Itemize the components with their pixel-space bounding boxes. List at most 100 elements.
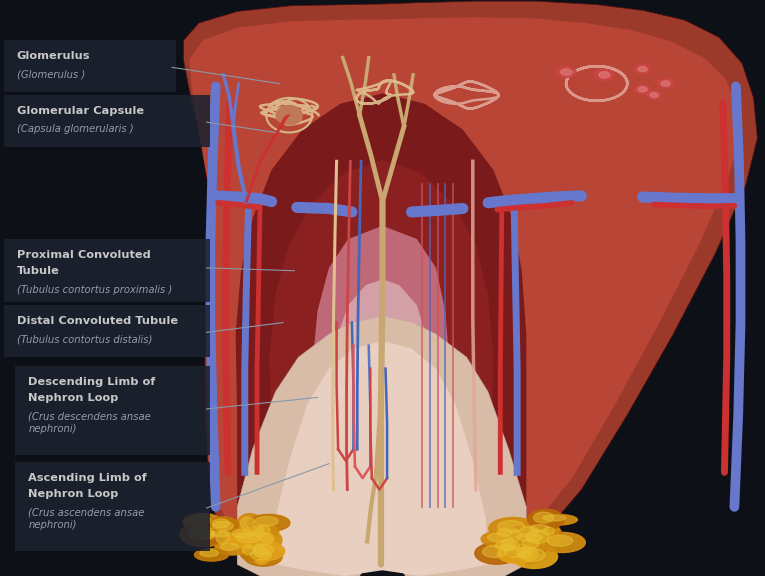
Ellipse shape bbox=[220, 543, 239, 550]
Ellipse shape bbox=[232, 529, 253, 538]
Ellipse shape bbox=[541, 525, 562, 540]
Ellipse shape bbox=[521, 539, 539, 548]
Ellipse shape bbox=[255, 517, 278, 526]
FancyBboxPatch shape bbox=[4, 40, 176, 92]
Ellipse shape bbox=[519, 526, 539, 538]
Ellipse shape bbox=[497, 529, 511, 536]
Ellipse shape bbox=[497, 521, 525, 533]
Ellipse shape bbox=[204, 530, 242, 541]
Ellipse shape bbox=[210, 531, 231, 537]
Text: (Capsula glomerularis ): (Capsula glomerularis ) bbox=[17, 124, 133, 134]
Ellipse shape bbox=[207, 517, 239, 533]
Ellipse shape bbox=[657, 79, 674, 88]
Text: (Crus ascendens ansae: (Crus ascendens ansae bbox=[28, 507, 145, 517]
Ellipse shape bbox=[213, 519, 230, 528]
Ellipse shape bbox=[483, 545, 506, 558]
Ellipse shape bbox=[536, 514, 578, 525]
Ellipse shape bbox=[256, 526, 270, 535]
Ellipse shape bbox=[248, 514, 290, 532]
Ellipse shape bbox=[500, 544, 515, 550]
Ellipse shape bbox=[253, 544, 265, 557]
Ellipse shape bbox=[543, 515, 566, 521]
Ellipse shape bbox=[215, 542, 249, 555]
Text: Distal Convoluted Tubule: Distal Convoluted Tubule bbox=[17, 316, 178, 326]
Ellipse shape bbox=[524, 524, 559, 536]
Text: Nephron Loop: Nephron Loop bbox=[28, 489, 119, 499]
Text: Proximal Convoluted: Proximal Convoluted bbox=[17, 250, 151, 260]
Ellipse shape bbox=[260, 533, 274, 544]
Ellipse shape bbox=[253, 525, 264, 537]
Ellipse shape bbox=[247, 542, 285, 560]
Ellipse shape bbox=[243, 545, 254, 555]
Ellipse shape bbox=[547, 535, 573, 546]
Text: Glomerulus: Glomerulus bbox=[17, 51, 90, 61]
Text: (Glomerulus ): (Glomerulus ) bbox=[17, 70, 85, 79]
Ellipse shape bbox=[516, 534, 542, 541]
Ellipse shape bbox=[634, 65, 651, 74]
Ellipse shape bbox=[516, 537, 549, 554]
Ellipse shape bbox=[213, 528, 237, 551]
Text: Nephron Loop: Nephron Loop bbox=[28, 393, 119, 403]
Polygon shape bbox=[184, 1, 757, 570]
Ellipse shape bbox=[200, 550, 219, 556]
FancyBboxPatch shape bbox=[4, 95, 210, 147]
Ellipse shape bbox=[634, 85, 651, 94]
Ellipse shape bbox=[508, 526, 528, 548]
Ellipse shape bbox=[475, 543, 519, 564]
Ellipse shape bbox=[594, 69, 614, 81]
Ellipse shape bbox=[180, 522, 228, 547]
Ellipse shape bbox=[183, 513, 222, 531]
Ellipse shape bbox=[556, 66, 576, 78]
Ellipse shape bbox=[200, 530, 215, 539]
Ellipse shape bbox=[488, 538, 532, 556]
Polygon shape bbox=[190, 17, 741, 553]
Ellipse shape bbox=[489, 517, 538, 539]
Ellipse shape bbox=[511, 545, 558, 569]
Text: Descending Limb of: Descending Limb of bbox=[28, 377, 155, 386]
Ellipse shape bbox=[650, 93, 658, 97]
Ellipse shape bbox=[252, 525, 278, 539]
Polygon shape bbox=[237, 316, 526, 576]
Ellipse shape bbox=[194, 548, 229, 561]
Ellipse shape bbox=[599, 72, 610, 78]
FancyBboxPatch shape bbox=[4, 305, 210, 357]
Ellipse shape bbox=[500, 535, 522, 556]
Ellipse shape bbox=[516, 547, 533, 558]
Polygon shape bbox=[269, 160, 493, 530]
Ellipse shape bbox=[528, 509, 564, 529]
Ellipse shape bbox=[561, 69, 571, 75]
Ellipse shape bbox=[502, 538, 515, 550]
Text: (Tubulus contortus distalis): (Tubulus contortus distalis) bbox=[17, 335, 152, 344]
FancyBboxPatch shape bbox=[4, 239, 210, 302]
Ellipse shape bbox=[508, 533, 555, 546]
Ellipse shape bbox=[638, 87, 647, 92]
Text: Glomerular Capsule: Glomerular Capsule bbox=[17, 106, 144, 116]
Ellipse shape bbox=[213, 521, 233, 530]
Ellipse shape bbox=[239, 543, 262, 560]
Ellipse shape bbox=[533, 512, 554, 523]
Ellipse shape bbox=[497, 544, 538, 563]
Ellipse shape bbox=[216, 531, 230, 544]
Ellipse shape bbox=[543, 527, 555, 535]
Ellipse shape bbox=[519, 526, 561, 551]
Ellipse shape bbox=[519, 548, 545, 562]
Polygon shape bbox=[330, 279, 432, 530]
Ellipse shape bbox=[638, 67, 647, 72]
Ellipse shape bbox=[510, 529, 521, 541]
Polygon shape bbox=[275, 341, 488, 576]
Ellipse shape bbox=[250, 550, 272, 560]
Ellipse shape bbox=[488, 533, 509, 542]
Ellipse shape bbox=[190, 516, 210, 525]
Ellipse shape bbox=[188, 526, 214, 540]
Ellipse shape bbox=[230, 531, 272, 548]
Ellipse shape bbox=[526, 530, 549, 544]
Circle shape bbox=[275, 105, 303, 126]
Ellipse shape bbox=[514, 524, 549, 544]
Ellipse shape bbox=[196, 529, 224, 544]
Ellipse shape bbox=[481, 531, 520, 547]
Text: Ascending Limb of: Ascending Limb of bbox=[28, 473, 147, 483]
Text: nephroni): nephroni) bbox=[28, 520, 76, 530]
Text: (Crus descendens ansae: (Crus descendens ansae bbox=[28, 411, 151, 421]
Ellipse shape bbox=[257, 530, 282, 550]
FancyBboxPatch shape bbox=[15, 366, 210, 455]
